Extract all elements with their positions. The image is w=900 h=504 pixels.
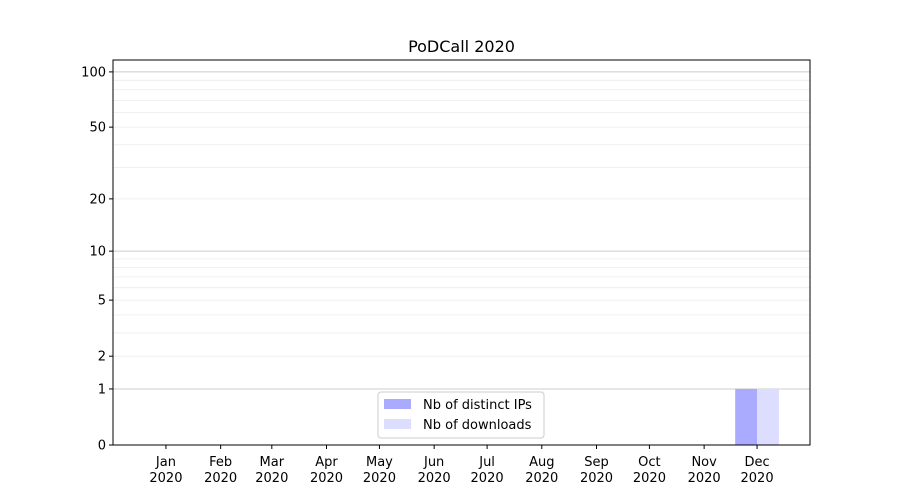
x-tick-label: May	[366, 455, 393, 470]
x-tick-label: Sep	[584, 455, 609, 470]
y-tick-label: 2	[98, 350, 106, 365]
bar	[735, 388, 758, 445]
x-tick-label: 2020	[363, 471, 396, 486]
legend-label: Nb of distinct IPs	[423, 398, 532, 413]
legend-label: Nb of downloads	[423, 418, 532, 433]
x-tick-label: 2020	[310, 471, 343, 486]
x-tick-label: Nov	[691, 455, 717, 470]
x-tick-label: 2020	[633, 471, 666, 486]
plot-frame	[112, 59, 811, 446]
x-tick-label: Dec	[744, 455, 769, 470]
chart-title: PoDCall 2020	[408, 37, 515, 56]
legend-box	[377, 391, 545, 439]
x-tick-label: 2020	[255, 471, 288, 486]
x-tick-label: 2020	[525, 471, 558, 486]
y-tick-label: 0	[98, 439, 106, 454]
x-tick-label: Jan	[155, 455, 176, 470]
y-tick-label: 100	[81, 65, 106, 80]
y-tick-label: 1	[98, 382, 106, 397]
legend-swatch	[384, 399, 411, 409]
x-tick-label: 2020	[471, 471, 504, 486]
x-tick-label: Jul	[478, 455, 495, 470]
y-tick-label: 20	[89, 192, 106, 207]
x-tick-label: 2020	[688, 471, 721, 486]
x-tick-label: Mar	[260, 455, 285, 470]
x-tick-label: Jun	[423, 455, 444, 470]
x-tick-label: 2020	[741, 471, 774, 486]
x-tick-label: Aug	[529, 455, 554, 470]
x-axis: Jan2020Feb2020Mar2020Apr2020May2020Jun20…	[149, 445, 774, 486]
grid	[113, 71, 810, 390]
x-tick-label: 2020	[204, 471, 237, 486]
bars	[735, 388, 779, 445]
y-tick-label: 50	[89, 121, 106, 136]
x-tick-label: Oct	[638, 455, 660, 470]
x-tick-label: 2020	[149, 471, 182, 486]
x-tick-label: Apr	[315, 455, 338, 470]
y-tick-label: 10	[89, 245, 106, 260]
bar	[757, 388, 779, 445]
y-tick-label: 5	[98, 294, 106, 309]
x-tick-label: Feb	[209, 455, 232, 470]
y-axis: 0 1 2 5 10 20 50 100	[81, 65, 113, 454]
x-tick-label: 2020	[418, 471, 451, 486]
legend: Nb of distinct IPs Nb of downloads	[377, 391, 545, 439]
x-tick-label: 2020	[580, 471, 613, 486]
legend-swatch	[384, 419, 411, 429]
